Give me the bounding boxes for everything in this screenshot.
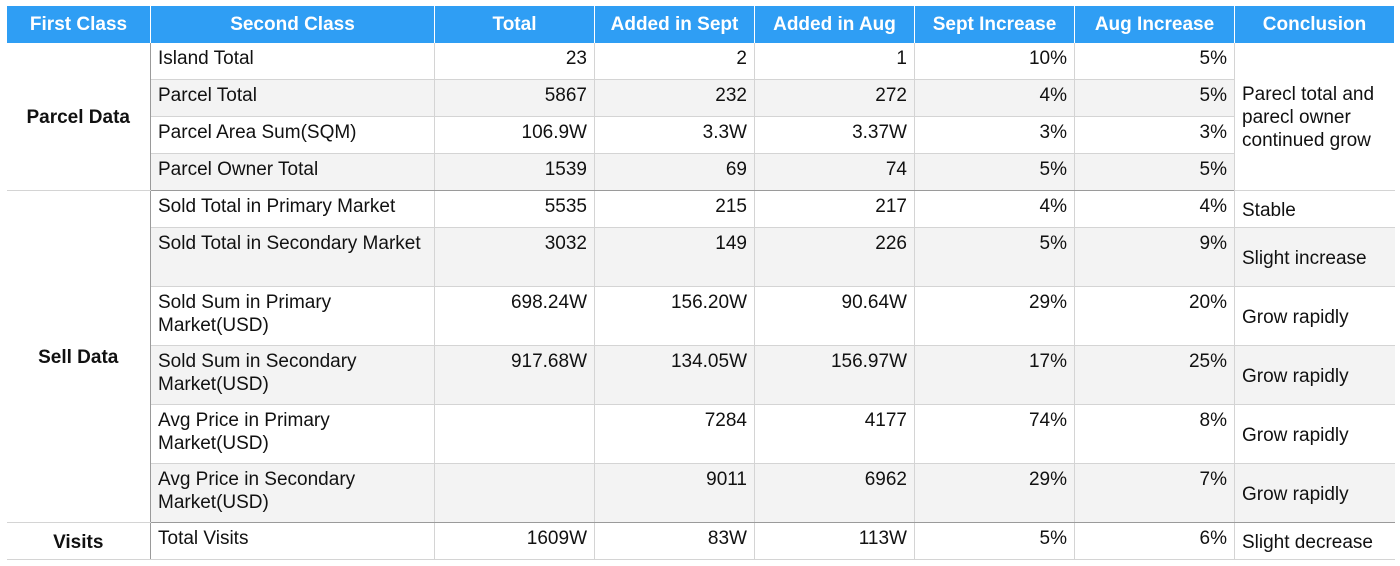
added-sept-cell: 7284	[594, 404, 755, 464]
conclusion-cell: Grow rapidly	[1234, 404, 1395, 464]
group-label-visits: Visits	[6, 522, 151, 560]
conclusion-cell: Slight increase	[1234, 227, 1395, 287]
conclusion-cell: Stable	[1234, 190, 1395, 228]
sept-increase-cell: 4%	[914, 190, 1075, 228]
aug-increase-cell: 20%	[1074, 286, 1235, 346]
total-cell: 698.24W	[434, 286, 595, 346]
added-sept-cell: 69	[594, 153, 755, 191]
added-sept-cell: 134.05W	[594, 345, 755, 405]
total-cell: 1539	[434, 153, 595, 191]
table-row: Sold Total in Secondary Market 3032 149 …	[7, 227, 1395, 287]
second-class-cell: Total Visits	[150, 522, 435, 560]
added-sept-cell: 232	[594, 79, 755, 117]
sept-increase-cell: 4%	[914, 79, 1075, 117]
aug-increase-cell: 3%	[1074, 116, 1235, 154]
added-aug-cell: 156.97W	[754, 345, 915, 405]
aug-increase-cell: 4%	[1074, 190, 1235, 228]
added-sept-cell: 215	[594, 190, 755, 228]
sept-increase-cell: 3%	[914, 116, 1075, 154]
added-aug-cell: 272	[754, 79, 915, 117]
added-sept-cell: 9011	[594, 463, 755, 523]
added-aug-cell: 3.37W	[754, 116, 915, 154]
second-class-cell: Parcel Owner Total	[150, 153, 435, 191]
total-cell: 917.68W	[434, 345, 595, 405]
aug-increase-cell: 7%	[1074, 463, 1235, 523]
second-class-cell: Sold Sum in Primary Market(USD)	[150, 286, 435, 346]
total-cell: 23	[434, 43, 595, 80]
total-cell	[434, 463, 595, 523]
added-aug-cell: 4177	[754, 404, 915, 464]
aug-increase-cell: 9%	[1074, 227, 1235, 287]
aug-increase-cell: 6%	[1074, 522, 1235, 560]
statistics-table: First Class Second Class Total Added in …	[6, 6, 1395, 560]
total-cell: 1609W	[434, 522, 595, 560]
added-sept-cell: 156.20W	[594, 286, 755, 346]
conclusion-cell: Grow rapidly	[1234, 463, 1395, 523]
header-conclusion: Conclusion	[1234, 6, 1395, 43]
conclusion-cell: Slight decrease	[1234, 522, 1395, 560]
sept-increase-cell: 10%	[914, 43, 1075, 80]
table-row: Avg Price in Secondary Market(USD) 9011 …	[7, 463, 1395, 523]
conclusion-cell: Grow rapidly	[1234, 286, 1395, 346]
table-row: Parcel Area Sum(SQM) 106.9W 3.3W 3.37W 3…	[7, 116, 1395, 154]
aug-increase-cell: 5%	[1074, 79, 1235, 117]
added-sept-cell: 149	[594, 227, 755, 287]
total-cell: 5867	[434, 79, 595, 117]
sept-increase-cell: 5%	[914, 153, 1075, 191]
header-sept-increase: Sept Increase	[914, 6, 1075, 43]
table-row: Parcel Total 5867 232 272 4% 5%	[7, 79, 1395, 117]
added-aug-cell: 1	[754, 43, 915, 80]
sept-increase-cell: 5%	[914, 522, 1075, 560]
header-first-class: First Class	[6, 6, 151, 43]
added-aug-cell: 226	[754, 227, 915, 287]
aug-increase-cell: 5%	[1074, 43, 1235, 80]
header-aug-increase: Aug Increase	[1074, 6, 1235, 43]
data-table-container: First Class Second Class Total Added in …	[6, 6, 1395, 560]
added-aug-cell: 113W	[754, 522, 915, 560]
group-label-sell-data: Sell Data	[6, 190, 151, 523]
sept-increase-cell: 29%	[914, 463, 1075, 523]
header-total: Total	[434, 6, 595, 43]
sept-increase-cell: 5%	[914, 227, 1075, 287]
added-aug-cell: 217	[754, 190, 915, 228]
header-row: First Class Second Class Total Added in …	[6, 6, 1395, 43]
second-class-cell: Parcel Total	[150, 79, 435, 117]
sept-increase-cell: 74%	[914, 404, 1075, 464]
second-class-cell: Avg Price in Primary Market(USD)	[150, 404, 435, 464]
aug-increase-cell: 25%	[1074, 345, 1235, 405]
header-added-in-aug: Added in Aug	[754, 6, 915, 43]
sept-increase-cell: 17%	[914, 345, 1075, 405]
table-row: Parcel Owner Total 1539 69 74 5% 5%	[7, 153, 1395, 191]
table-row: Parcel Data Island Total 23 2 1 10% 5% P…	[6, 43, 1395, 191]
second-class-cell: Parcel Area Sum(SQM)	[150, 116, 435, 154]
added-sept-cell: 2	[594, 43, 755, 80]
second-class-cell: Island Total	[150, 43, 435, 80]
added-sept-cell: 3.3W	[594, 116, 755, 154]
conclusion-cell-parcel-data: Parecl total and parecl owner continued …	[1234, 43, 1395, 191]
table-row: Sell Data Sold Total in Primary Market 5…	[6, 190, 1395, 523]
second-class-cell: Sold Total in Secondary Market	[150, 227, 435, 287]
sept-increase-cell: 29%	[914, 286, 1075, 346]
group-label-parcel-data: Parcel Data	[6, 43, 151, 191]
added-aug-cell: 74	[754, 153, 915, 191]
second-class-cell: Avg Price in Secondary Market(USD)	[150, 463, 435, 523]
added-aug-cell: 6962	[754, 463, 915, 523]
total-cell	[434, 404, 595, 464]
header-added-in-sept: Added in Sept	[594, 6, 755, 43]
aug-increase-cell: 5%	[1074, 153, 1235, 191]
conclusion-cell: Grow rapidly	[1234, 345, 1395, 405]
second-class-cell: Sold Sum in Secondary Market(USD)	[150, 345, 435, 405]
header-second-class: Second Class	[150, 6, 435, 43]
total-cell: 3032	[434, 227, 595, 287]
table-row: Avg Price in Primary Market(USD) 7284 41…	[7, 404, 1395, 464]
added-sept-cell: 83W	[594, 522, 755, 560]
table-row: Sold Sum in Primary Market(USD) 698.24W …	[7, 286, 1395, 346]
table-row: Visits Total Visits 1609W 83W 113W 5% 6%…	[6, 522, 1395, 560]
second-class-cell: Sold Total in Primary Market	[150, 190, 435, 228]
total-cell: 106.9W	[434, 116, 595, 154]
total-cell: 5535	[434, 190, 595, 228]
added-aug-cell: 90.64W	[754, 286, 915, 346]
table-row: Sold Sum in Secondary Market(USD) 917.68…	[7, 345, 1395, 405]
aug-increase-cell: 8%	[1074, 404, 1235, 464]
